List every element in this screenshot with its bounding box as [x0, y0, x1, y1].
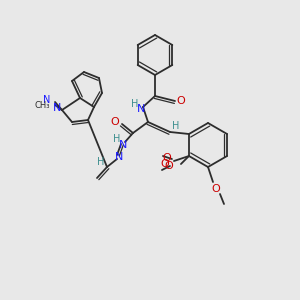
Text: N: N — [115, 152, 123, 162]
Text: N: N — [137, 104, 145, 114]
Text: N: N — [53, 103, 61, 113]
Text: O: O — [163, 153, 171, 163]
Text: H: H — [113, 134, 121, 144]
Text: H: H — [131, 99, 139, 109]
Text: O: O — [177, 96, 185, 106]
Text: O: O — [111, 117, 119, 127]
Text: O: O — [212, 184, 220, 194]
Text: O: O — [160, 159, 169, 169]
Text: O: O — [165, 161, 173, 171]
Text: CH₃: CH₃ — [34, 100, 50, 109]
Text: H: H — [97, 157, 105, 167]
Text: H: H — [172, 121, 180, 131]
Text: N: N — [43, 95, 51, 105]
Text: N: N — [119, 140, 127, 150]
